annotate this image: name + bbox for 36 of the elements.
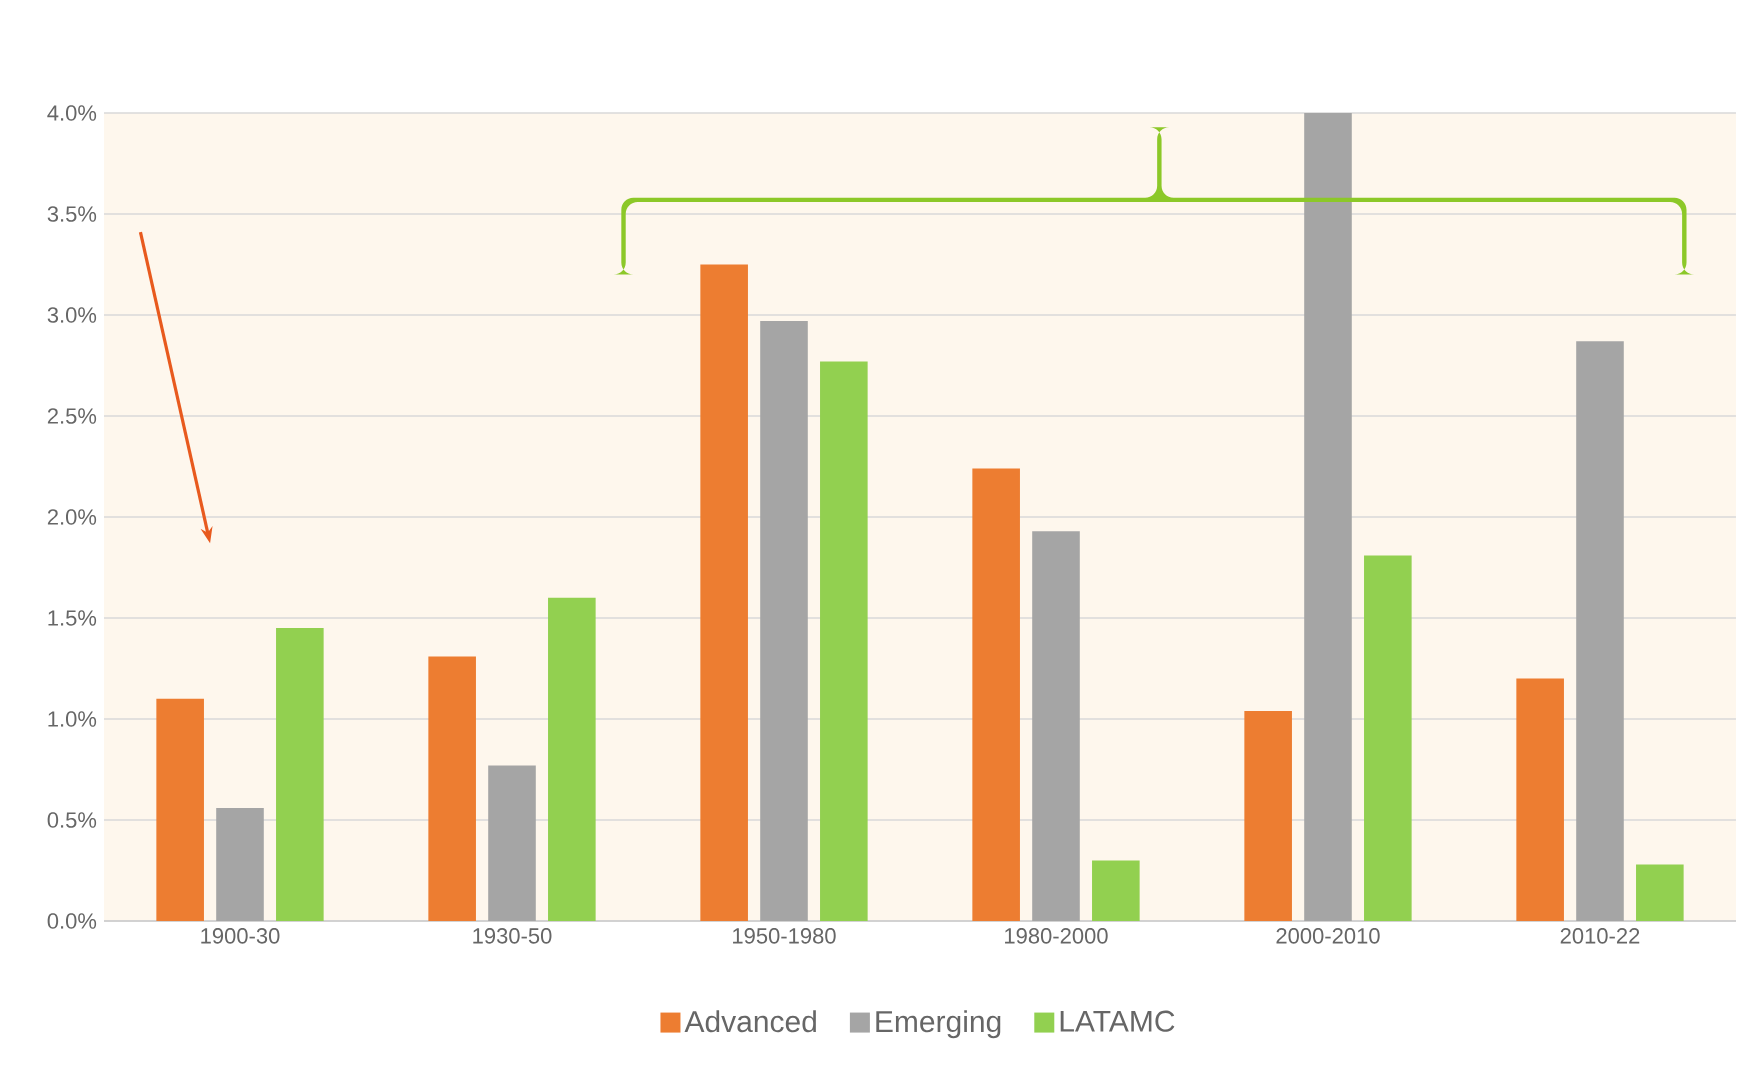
legend-label: Emerging	[876, 1010, 1001, 1039]
bar	[972, 468, 1020, 921]
x-tick-label: 1930-50	[473, 928, 552, 944]
y-tick-label: 0.0%	[47, 913, 97, 929]
y-tick-label: 0.5%	[47, 812, 97, 828]
bar	[1636, 864, 1684, 921]
bar	[820, 361, 868, 921]
bar	[1032, 531, 1080, 921]
bar	[1516, 678, 1564, 921]
bar	[548, 597, 596, 921]
y-tick-label: 1.5%	[48, 610, 97, 626]
x-tick-label: 1950-1980	[733, 928, 836, 944]
y-tick-label: 2.5%	[47, 408, 97, 424]
bar	[1364, 555, 1412, 921]
bar	[156, 698, 204, 921]
bar	[1576, 341, 1624, 921]
y-tick-label: 3.0%	[47, 307, 97, 323]
bar	[760, 321, 808, 921]
y-tick-label: 1.0%	[48, 711, 97, 727]
y-tick-label: 2.0%	[47, 509, 97, 525]
y-tick-label: 4.0%	[47, 105, 97, 121]
bar	[1092, 860, 1140, 921]
bar	[488, 765, 536, 921]
legend-label: Advanced	[684, 1010, 816, 1033]
bar	[428, 656, 476, 921]
bar	[216, 807, 264, 921]
bar	[1244, 710, 1292, 921]
bar	[276, 628, 324, 921]
x-tick-label: 1980-2000	[1005, 928, 1108, 944]
x-tick-label: 2000-2010	[1276, 928, 1380, 944]
x-tick-label: 2010-22	[1560, 928, 1640, 944]
legend-label: LATAMC	[1060, 1010, 1175, 1032]
x-tick-label: 1900-30	[201, 928, 280, 944]
y-tick-label: 3.5%	[47, 206, 97, 222]
bar	[1304, 113, 1352, 921]
bar	[700, 264, 748, 921]
